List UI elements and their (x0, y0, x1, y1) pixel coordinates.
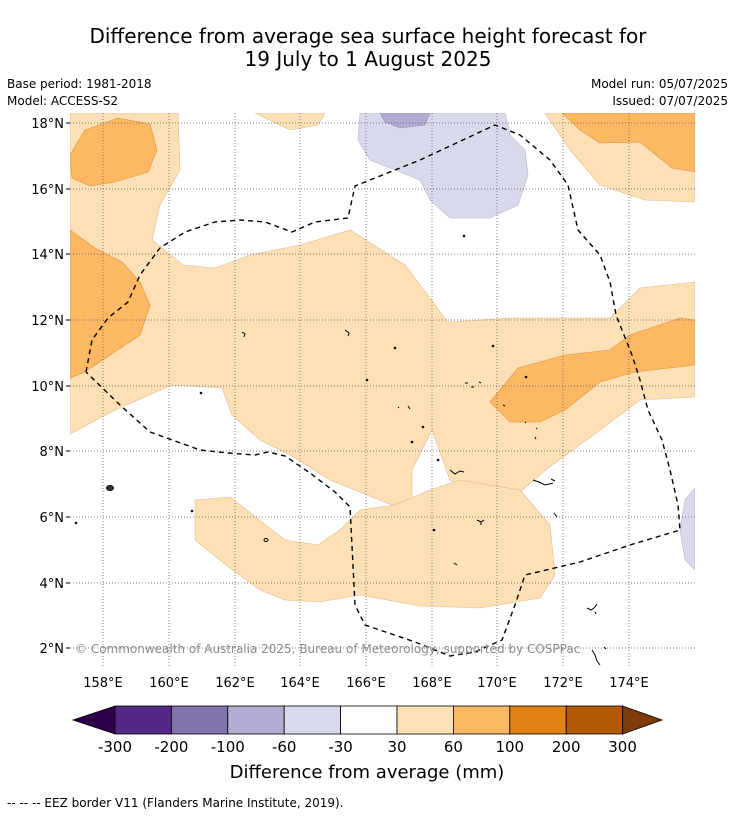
colorbar-tick-label: 30 (387, 738, 406, 756)
axis-ticks (66, 122, 70, 649)
eez-border (85, 124, 681, 657)
colorbar-bin (340, 705, 398, 735)
colorbar-title: Difference from average (mm) (230, 762, 505, 783)
colorbar-tick-label: 100 (495, 738, 524, 756)
colorbar-tick-label: -100 (211, 738, 245, 756)
colorbar-bin (170, 705, 229, 735)
lat-label: 12°N (31, 314, 64, 329)
colorbar-over-arrow (622, 705, 664, 735)
lat-label: 2°N (40, 642, 65, 657)
colorbar-bin (114, 705, 172, 735)
lat-label: 14°N (31, 248, 64, 263)
lat-label: 10°N (31, 380, 64, 395)
colorbar-tick-label: 200 (552, 738, 581, 756)
anomaly-region-neg60-neg100 (379, 113, 431, 129)
colorbar-bin (396, 705, 454, 735)
colorbar-tick-labels: -300 -200 -100 -60 -30 30 60 100 200 300 (98, 738, 637, 756)
anomaly-region-60-100-nw (70, 117, 158, 187)
colorbar-tick-label: -200 (154, 738, 188, 756)
anomaly-region-60-100-ne (561, 113, 695, 173)
lon-label: 160°E (149, 676, 189, 691)
lat-label: 8°N (40, 445, 65, 460)
lon-label: 162°E (215, 676, 255, 691)
lat-label: 18°N (31, 117, 64, 132)
anomaly-region-30-60-south (194, 479, 556, 609)
lon-label: 164°E (280, 676, 320, 691)
colorbar-bin (509, 705, 567, 735)
map-area: © Commonwealth of Australia 2025, Bureau… (70, 113, 695, 668)
anomaly-region-neg30-neg60-north (357, 113, 529, 219)
colorbar-tick-label: -30 (328, 738, 353, 756)
colorbar-bin (283, 705, 342, 735)
longitude-labels: 158°E 160°E 162°E 164°E 166°E 168°E 170°… (83, 676, 649, 691)
lon-label: 166°E (346, 676, 386, 691)
lon-label: 170°E (477, 676, 517, 691)
gridlines (70, 113, 695, 668)
model-text: Model: ACCESS-S2 (7, 94, 119, 108)
latitude-labels: 18°N 16°N 14°N 12°N 10°N 8°N 6°N 4°N 2°N (31, 117, 64, 657)
title-line-1: Difference from average sea surface heig… (89, 24, 647, 48)
colorbar-tick-label: 60 (444, 738, 463, 756)
lon-label: 168°E (412, 676, 452, 691)
title-line-2: 19 July to 1 August 2025 (244, 47, 492, 71)
anomaly-region-neg30-neg60-east (679, 487, 695, 571)
colorbar-tick-label: -60 (272, 738, 297, 756)
colorbar-tick-label: 300 (608, 738, 637, 756)
colorbar-bin (227, 705, 285, 735)
islands (74, 234, 607, 666)
colorbar-under-arrow (71, 705, 116, 735)
anomaly-region-60-100-east (489, 317, 695, 423)
colorbar-tick-label: -300 (98, 738, 132, 756)
anomaly-region-30-60-top (254, 113, 326, 131)
lat-label: 4°N (40, 577, 65, 592)
copyright-text: © Commonwealth of Australia 2025, Bureau… (75, 642, 580, 656)
issued-text: Issued: 07/07/2025 (612, 94, 728, 108)
lat-label: 6°N (40, 511, 65, 526)
base-period-text: Base period: 1981-2018 (7, 77, 152, 91)
eez-footnote: -- -- -- EEZ border V11 (Flanders Marine… (7, 796, 344, 810)
lat-label: 16°N (31, 183, 64, 198)
model-run-text: Model run: 05/07/2025 (590, 77, 728, 91)
lon-label: 172°E (543, 676, 583, 691)
colorbar (71, 705, 664, 735)
lon-label: 174°E (609, 676, 649, 691)
colorbar-bin (565, 705, 624, 735)
lon-label: 158°E (83, 676, 123, 691)
colorbar-bin (452, 705, 511, 735)
